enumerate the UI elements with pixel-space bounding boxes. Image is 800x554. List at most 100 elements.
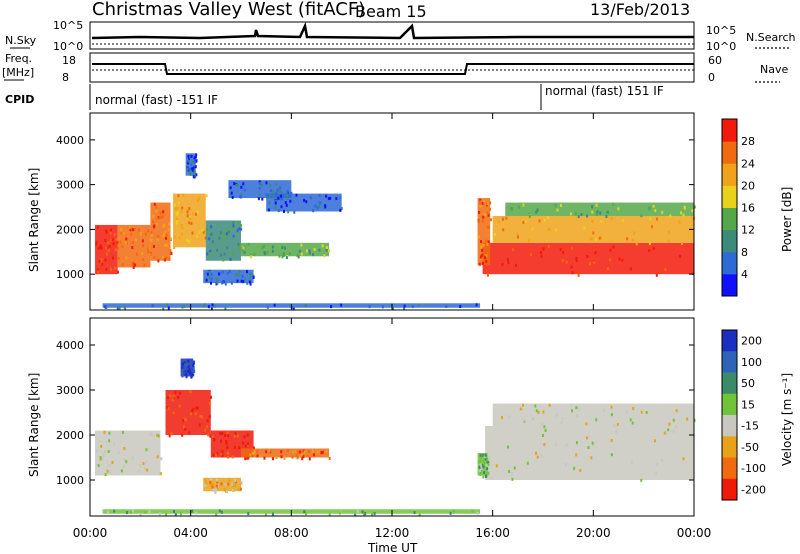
scatter-speck xyxy=(116,306,119,310)
time-axis: 00:00 04:00 08:00 12:00 16:00 20:00 00:00 xyxy=(73,113,711,540)
scatter-speck xyxy=(495,464,498,468)
scatter-speck xyxy=(215,488,218,492)
scatter-speck xyxy=(287,210,290,214)
scatter-speck xyxy=(132,240,135,244)
scatter-speck xyxy=(210,272,213,276)
scatter-speck xyxy=(152,244,155,248)
scatter-speck xyxy=(96,225,99,229)
scatter-speck xyxy=(475,303,478,307)
scatter-speck xyxy=(592,443,595,447)
scatter-speck xyxy=(225,490,228,494)
scatter-speck xyxy=(667,239,670,243)
scatter-speck xyxy=(479,453,482,457)
scatter-speck xyxy=(285,203,288,207)
scatter-speck xyxy=(286,448,289,452)
scatter-speck xyxy=(477,460,480,464)
scatter-speck xyxy=(216,452,219,456)
scatter-speck xyxy=(318,201,321,205)
scatter-speck xyxy=(105,305,108,309)
scatter-speck xyxy=(554,228,557,232)
scatter-speck xyxy=(242,182,245,186)
scatter-speck xyxy=(534,404,537,408)
colorbar-swatch xyxy=(722,119,737,142)
scatter-speck xyxy=(478,262,481,266)
scatter-speck xyxy=(180,512,183,516)
scatter-speck xyxy=(244,444,247,448)
scatter-speck xyxy=(305,512,308,516)
scatter-speck xyxy=(132,228,135,232)
scatter-speck xyxy=(577,215,580,219)
scatter-speck xyxy=(258,180,261,184)
scatter-speck xyxy=(238,269,241,273)
scatter-speck xyxy=(610,405,613,409)
scatter-speck xyxy=(184,418,187,422)
scatter-speck xyxy=(225,227,228,231)
colorbar-swatch xyxy=(722,141,737,164)
scatter-speck xyxy=(248,276,251,280)
scatter-speck xyxy=(559,247,562,251)
scatter-speck xyxy=(556,208,559,212)
scatter-speck xyxy=(169,237,172,241)
scatter-speck xyxy=(109,228,112,232)
colorbar-tick-label: 24 xyxy=(741,157,755,170)
scatter-speck xyxy=(320,451,323,455)
scatter-speck xyxy=(162,233,165,237)
scatter-speck xyxy=(150,233,153,237)
scatter-speck xyxy=(485,259,488,263)
scatter-speck xyxy=(595,418,598,422)
scatter-speck xyxy=(185,372,188,376)
scatter-speck xyxy=(233,445,236,449)
scatter-speck xyxy=(323,254,326,258)
scatter-speck xyxy=(261,197,264,201)
scatter-speck xyxy=(304,303,307,307)
scatter-speck xyxy=(290,191,293,195)
scatter-speck xyxy=(173,235,176,239)
scatter-speck xyxy=(479,198,482,202)
scatter-speck xyxy=(226,246,229,250)
scatter-speck xyxy=(548,403,551,407)
scatter-speck xyxy=(231,195,234,199)
scatter-speck xyxy=(647,207,650,211)
scatter-speck xyxy=(479,203,482,207)
scatter-speck xyxy=(570,265,573,269)
scatter-speck xyxy=(229,257,232,261)
scatter-speck xyxy=(205,278,208,282)
scatter-speck xyxy=(176,207,179,211)
scatter-speck xyxy=(137,469,140,473)
scatter-speck xyxy=(192,175,195,179)
scatter-speck xyxy=(211,482,214,486)
scatter-speck xyxy=(224,282,227,286)
x-tick-label: 04:00 xyxy=(173,526,208,540)
scatter-speck xyxy=(121,430,124,434)
scatter-speck xyxy=(174,391,177,395)
scatter-speck xyxy=(268,201,271,205)
power-ylabel: Slant Range [km] xyxy=(27,168,41,272)
scatter-speck xyxy=(180,223,183,227)
scatter-speck xyxy=(508,415,511,419)
scatter-speck xyxy=(502,228,505,232)
scatter-speck xyxy=(125,460,128,464)
scatter-speck xyxy=(225,232,228,236)
scatter-speck xyxy=(586,255,589,259)
scatter-speck xyxy=(680,242,683,246)
scatter-speck xyxy=(513,466,516,470)
scatter-speck xyxy=(528,239,531,243)
scatter-speck xyxy=(131,509,134,513)
scatter-speck xyxy=(693,418,696,422)
scatter-speck xyxy=(202,304,205,308)
scatter-speck xyxy=(591,219,594,223)
scatter-speck xyxy=(301,457,304,461)
scatter-speck xyxy=(188,207,191,211)
scatter-speck xyxy=(110,238,113,242)
scatter-speck xyxy=(172,396,175,400)
scatter-speck xyxy=(226,431,229,435)
scatter-speck xyxy=(100,258,103,262)
scatter-speck xyxy=(305,200,308,204)
scatter-speck xyxy=(595,213,598,217)
scatter-speck xyxy=(339,208,342,212)
scatter-speck xyxy=(122,231,125,235)
scatter-speck xyxy=(169,249,172,253)
scatter-speck xyxy=(263,456,266,460)
scatter-speck xyxy=(192,167,195,171)
